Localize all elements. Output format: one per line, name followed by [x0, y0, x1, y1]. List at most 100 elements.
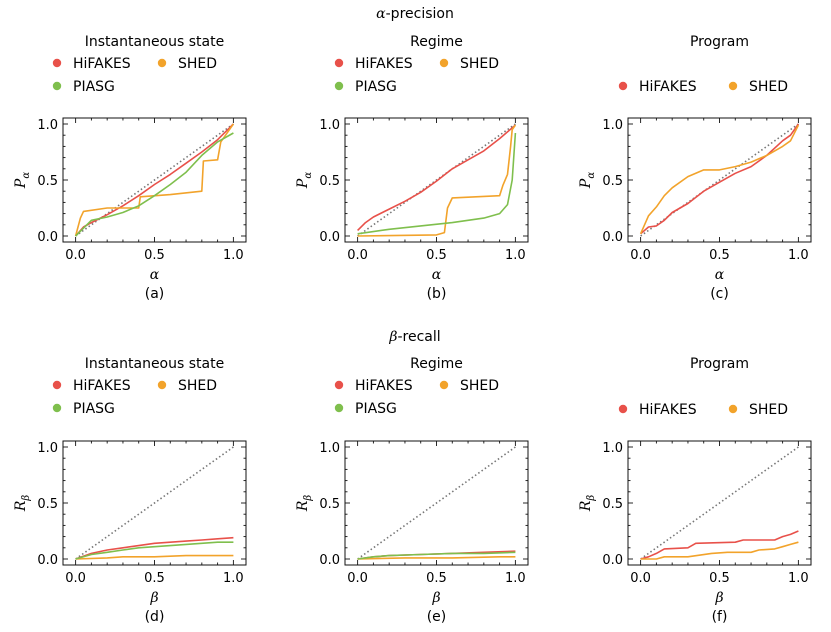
legend-label-piasg: PIASG	[73, 79, 115, 95]
legend-marker-shed	[728, 81, 738, 91]
legend-marker-hifakes	[52, 58, 62, 68]
legend-label-piasg: PIASG	[73, 401, 115, 417]
legend-label-shed: SHED	[178, 56, 217, 72]
x-tick-label: 0.0	[630, 248, 651, 263]
legend-label-shed: SHED	[178, 378, 217, 394]
panel-caption: (e)	[427, 609, 447, 625]
x-tick-label: 0.0	[65, 248, 86, 263]
series-line-piasg	[357, 551, 516, 560]
x-tick-label: 0.5	[709, 571, 730, 586]
chart-title: Instantaneous state	[85, 356, 224, 372]
y-axis-label-main: P	[578, 178, 594, 189]
y-axis-label: Rβ	[295, 495, 314, 513]
legend-marker-piasg	[334, 403, 344, 413]
y-tick-label: 0.0	[37, 553, 58, 568]
legend-marker-shed	[439, 380, 449, 390]
series-line-shed	[639, 124, 800, 235]
y-tick-label: 0.5	[37, 174, 58, 189]
panel-caption: (d)	[145, 609, 165, 625]
section-title-precision-prefix: α	[376, 6, 386, 22]
chart-title: Regime	[410, 356, 463, 372]
legend-marker-hifakes	[618, 404, 628, 414]
y-tick-label: 0.0	[319, 230, 340, 245]
x-tick-label: 0.0	[65, 571, 86, 586]
y-tick-label: 0.5	[319, 497, 340, 512]
diagonal-reference-line	[75, 446, 234, 560]
diagonal-reference-line	[640, 446, 799, 560]
y-axis-label: Rβ	[13, 495, 32, 513]
legend-label-hifakes: HiFAKES	[73, 56, 131, 72]
legend-marker-shed	[157, 380, 167, 390]
panel-caption: (f)	[712, 609, 728, 625]
legend-marker-piasg	[52, 403, 62, 413]
series-line-piasg	[75, 541, 234, 560]
y-tick-label: 1.0	[319, 441, 340, 456]
series-line-shed	[357, 124, 517, 237]
panel-caption: (a)	[145, 286, 165, 302]
y-axis-label-sub: α	[303, 172, 314, 179]
x-tick-label: 0.0	[347, 571, 368, 586]
diagonal-reference-line	[357, 446, 516, 560]
chart-panel-e: Regime HiFAKES SHED PIASG 0.0 0.5 1.0 0.0 0.5 1.0…	[295, 356, 529, 625]
legend-label-hifakes: HiFAKES	[73, 378, 131, 394]
x-axis-label: α	[432, 267, 442, 283]
y-tick-label: 1.0	[37, 118, 58, 133]
legend-label-hifakes: HiFAKES	[639, 402, 697, 418]
panel-caption: (b)	[427, 286, 447, 302]
y-axis-label-sub: β	[21, 495, 32, 502]
chart-title: Program	[690, 34, 749, 50]
legend-label-hifakes: HiFAKES	[355, 56, 413, 72]
series-line-shed	[75, 554, 234, 560]
x-axis-label: α	[150, 267, 160, 283]
x-tick-label: 0.5	[144, 248, 165, 263]
y-axis-label-main: R	[13, 500, 29, 512]
y-tick-label: 0.0	[319, 553, 340, 568]
legend-label-piasg: PIASG	[355, 401, 397, 417]
y-tick-label: 0.5	[319, 174, 340, 189]
panel-caption: (c)	[710, 286, 729, 302]
panels: Instantaneous state HiFAKES SHED PIASG 0.0 0.…	[13, 34, 812, 625]
section-title-precision: α-precision	[376, 6, 454, 22]
x-tick-label: 1.0	[223, 571, 244, 586]
y-tick-label: 0.0	[37, 230, 58, 245]
y-axis-label-main: R	[295, 500, 311, 512]
x-tick-label: 1.0	[505, 571, 526, 586]
y-axis-label-main: P	[295, 178, 311, 189]
x-tick-label: 0.5	[144, 571, 165, 586]
chart-panel-b: Regime HiFAKES SHED PIASG 0.0 0.5 1.0 0.0 0.5 1.0…	[295, 34, 529, 302]
x-axis-label: β	[714, 590, 723, 606]
y-axis-label-sub: β	[586, 495, 597, 502]
legend-label-shed: SHED	[749, 402, 788, 418]
section-title-recall-suffix: -recall	[397, 329, 440, 345]
y-tick-label: 1.0	[602, 441, 623, 456]
section-title-recall: β-recall	[388, 329, 440, 345]
series-line-piasg	[75, 132, 234, 237]
x-axis-label: α	[715, 267, 725, 283]
series-line-shed	[640, 541, 799, 560]
x-tick-label: 1.0	[788, 248, 809, 263]
y-axis-label-main: R	[578, 500, 594, 512]
y-tick-label: 1.0	[602, 118, 623, 133]
series-line-shed	[357, 555, 516, 560]
series-line-hifakes	[75, 536, 234, 560]
chart-title: Regime	[410, 34, 463, 50]
y-axis-label: Pα	[578, 172, 597, 189]
chart-panel-a: Instantaneous state HiFAKES SHED PIASG 0.0 0.…	[13, 34, 247, 302]
legend-marker-hifakes	[334, 58, 344, 68]
series-line-hifakes	[74, 123, 234, 237]
chart-panel-d: Instantaneous state HiFAKES SHED PIASG 0.0 0.…	[13, 356, 247, 625]
x-axis-label: β	[149, 590, 158, 606]
x-tick-label: 0.0	[347, 248, 368, 263]
x-tick-label: 0.0	[630, 571, 651, 586]
y-axis-label-main: P	[13, 178, 29, 189]
legend-marker-shed	[157, 58, 167, 68]
y-axis-label-sub: α	[586, 172, 597, 179]
y-tick-label: 0.0	[602, 230, 623, 245]
series-line-hifakes	[357, 124, 516, 231]
x-tick-label: 1.0	[788, 571, 809, 586]
legend-marker-piasg	[334, 81, 344, 91]
diagonal-reference-line	[357, 123, 516, 237]
legend-label-hifakes: HiFAKES	[355, 378, 413, 394]
section-title-precision-suffix: -precision	[386, 6, 454, 22]
